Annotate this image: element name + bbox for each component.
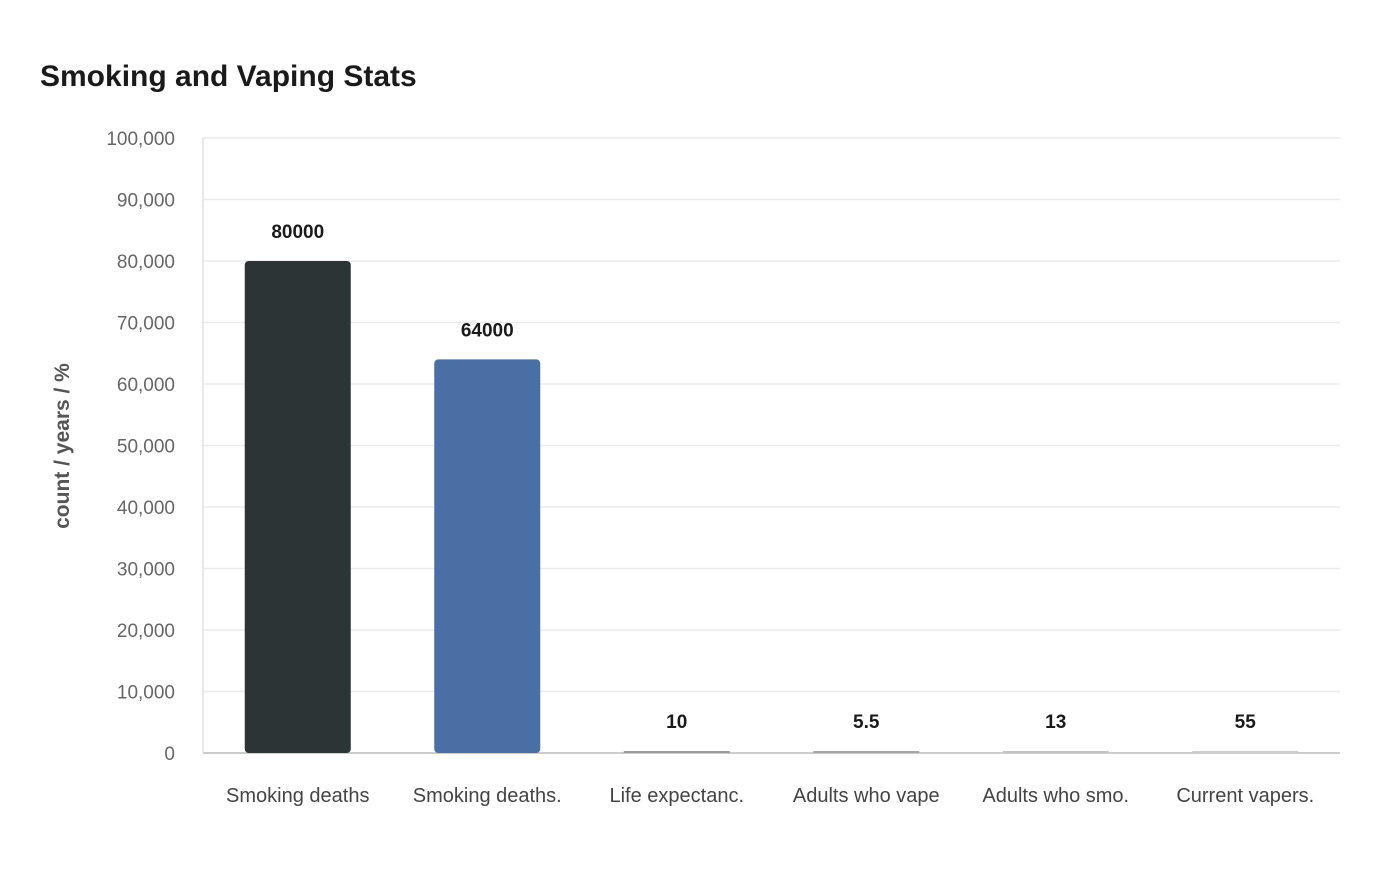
y-tick-label: 70,000 xyxy=(117,314,175,335)
y-tick-label: 50,000 xyxy=(117,437,175,458)
bar xyxy=(434,359,541,753)
bar xyxy=(623,751,730,753)
y-tick-label: 90,000 xyxy=(117,191,175,212)
y-tick-label: 40,000 xyxy=(117,498,175,519)
y-tick-label: 100,000 xyxy=(106,129,175,150)
x-tick-label: Life expectanc. xyxy=(609,785,744,807)
y-tick-label: 20,000 xyxy=(117,621,175,642)
x-tick-label: Adults who vape xyxy=(793,785,940,807)
data-label: 55 xyxy=(1235,712,1257,733)
y-tick-label: 60,000 xyxy=(117,375,175,396)
x-tick-label: Current vapers. xyxy=(1176,785,1314,807)
bar xyxy=(813,751,920,753)
x-tick-label: Adults who smo. xyxy=(982,785,1129,807)
y-tick-label: 10,000 xyxy=(117,683,175,704)
bar xyxy=(1002,751,1109,753)
data-label: 13 xyxy=(1045,712,1066,733)
x-tick-label: Smoking deaths. xyxy=(413,785,562,807)
y-tick-label: 80,000 xyxy=(117,252,175,273)
chart-title: Smoking and Vaping Stats xyxy=(40,60,417,93)
data-label: 80000 xyxy=(271,222,324,243)
y-tick-label: 0 xyxy=(164,744,175,765)
y-tick-label: 30,000 xyxy=(117,560,175,581)
data-label: 10 xyxy=(666,712,687,733)
bar xyxy=(1192,751,1299,753)
x-tick-label: Smoking deaths xyxy=(226,785,369,807)
bar xyxy=(244,261,351,753)
data-label: 5.5 xyxy=(853,712,880,733)
data-label: 64000 xyxy=(461,320,514,341)
